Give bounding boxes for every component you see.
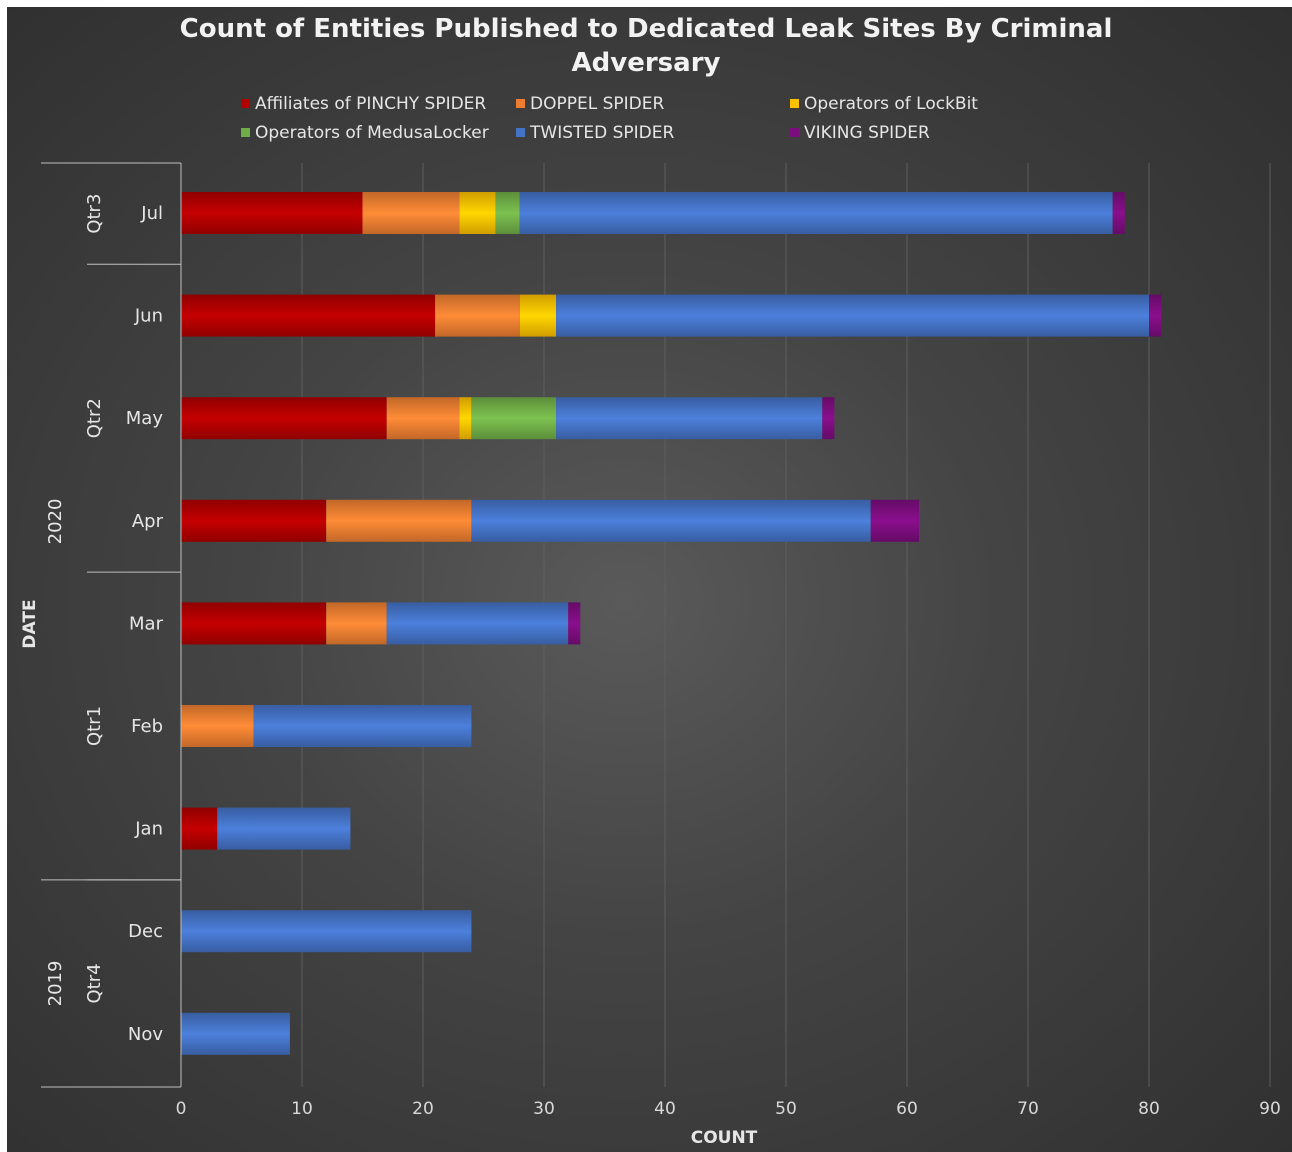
month-label: Feb bbox=[131, 716, 163, 737]
bar-segment bbox=[568, 602, 581, 645]
x-axis-title: COUNT bbox=[691, 1128, 758, 1148]
x-tick-label: 20 bbox=[412, 1099, 434, 1119]
quarter-label: Qtr4 bbox=[84, 963, 105, 1003]
chart-title-line-2: Adversary bbox=[572, 48, 721, 78]
bar-segment bbox=[181, 705, 254, 747]
bar-segment bbox=[519, 192, 1113, 234]
x-tick-label: 30 bbox=[533, 1099, 555, 1119]
x-tick-label: 70 bbox=[1017, 1099, 1039, 1119]
bar-segment bbox=[495, 192, 520, 234]
bar-segment bbox=[326, 602, 387, 645]
legend-label: Affiliates of PINCHY SPIDER bbox=[255, 94, 486, 114]
bar-segment bbox=[326, 499, 472, 542]
bar-segment bbox=[1112, 192, 1125, 234]
bar-segment bbox=[181, 807, 218, 850]
bar-segment bbox=[435, 294, 520, 337]
bar-segment bbox=[1149, 294, 1162, 337]
month-label: Mar bbox=[129, 613, 164, 634]
month-label: Jan bbox=[134, 819, 163, 840]
legend-label: Operators of MedusaLocker bbox=[255, 123, 489, 143]
legend-swatch bbox=[790, 99, 799, 108]
bar-segment bbox=[181, 294, 436, 337]
x-tick-label: 50 bbox=[775, 1099, 797, 1119]
x-tick-label: 10 bbox=[291, 1099, 313, 1119]
x-tick-label: 0 bbox=[176, 1099, 187, 1119]
year-label: 2019 bbox=[45, 961, 66, 1007]
bar-segment bbox=[870, 499, 920, 542]
bar-segment bbox=[181, 910, 472, 953]
legend-swatch bbox=[241, 99, 250, 108]
quarter-label: Qtr1 bbox=[84, 706, 105, 746]
quarter-label: Qtr3 bbox=[84, 194, 105, 234]
bar-segment bbox=[556, 294, 1149, 337]
bars bbox=[181, 192, 1162, 1055]
legend-label: VIKING SPIDER bbox=[804, 123, 930, 143]
bar-segment bbox=[822, 397, 835, 440]
y-axis-title: DATE bbox=[20, 599, 40, 648]
legend-swatch bbox=[516, 128, 525, 137]
legend: Affiliates of PINCHY SPIDER DOPPEL SPIDER… bbox=[241, 94, 978, 143]
legend-label: DOPPEL SPIDER bbox=[530, 94, 664, 114]
legend-swatch bbox=[790, 128, 799, 137]
bar-segment bbox=[181, 602, 327, 645]
month-label: Jun bbox=[134, 306, 163, 327]
legend-label: Operators of LockBit bbox=[804, 94, 978, 114]
year-label: 2020 bbox=[45, 499, 66, 545]
bar-segment bbox=[556, 397, 823, 440]
bar-segment bbox=[386, 602, 569, 645]
x-tick-label: 90 bbox=[1259, 1099, 1281, 1119]
bar-segment bbox=[459, 397, 472, 440]
x-tick-label: 40 bbox=[654, 1099, 676, 1119]
quarter-label: Qtr2 bbox=[84, 398, 105, 438]
bar-segment bbox=[253, 705, 472, 747]
legend-label: TWISTED SPIDER bbox=[529, 123, 675, 143]
stacked-bar-chart: 0 10 20 30 40 50 60 70 80 90 Jul Jun May Apr Mar Feb Jan… bbox=[20, 14, 1281, 1148]
chart-title: Count of Entities Published to Dedicated… bbox=[180, 14, 1113, 78]
bar-segment bbox=[471, 499, 871, 542]
month-label: Apr bbox=[132, 511, 164, 532]
bar-segment bbox=[362, 192, 460, 234]
bar-segment bbox=[181, 192, 363, 234]
month-label: Dec bbox=[128, 921, 163, 942]
chart-title-line-1: Count of Entities Published to Dedicated… bbox=[180, 14, 1113, 44]
bar-segment bbox=[181, 397, 387, 440]
bar-segment bbox=[459, 192, 496, 234]
axes: 0 10 20 30 40 50 60 70 80 90 Jul Jun May Apr Mar Feb Jan… bbox=[41, 162, 1281, 1119]
bar-segment bbox=[181, 499, 327, 542]
legend-swatch bbox=[241, 128, 250, 137]
bar-segment bbox=[471, 397, 557, 440]
bar-segment bbox=[386, 397, 460, 440]
bar-segment bbox=[181, 1012, 290, 1055]
x-tick-label: 80 bbox=[1138, 1099, 1160, 1119]
month-label: Jul bbox=[140, 203, 163, 224]
x-tick-label: 60 bbox=[896, 1099, 918, 1119]
month-label: Nov bbox=[128, 1024, 163, 1045]
month-label: May bbox=[126, 408, 164, 429]
chart-area: 0 10 20 30 40 50 60 70 80 90 Jul Jun May Apr Mar Feb Jan… bbox=[7, 7, 1292, 1152]
bar-segment bbox=[217, 807, 351, 850]
bar-segment bbox=[519, 294, 557, 337]
legend-swatch bbox=[516, 99, 525, 108]
